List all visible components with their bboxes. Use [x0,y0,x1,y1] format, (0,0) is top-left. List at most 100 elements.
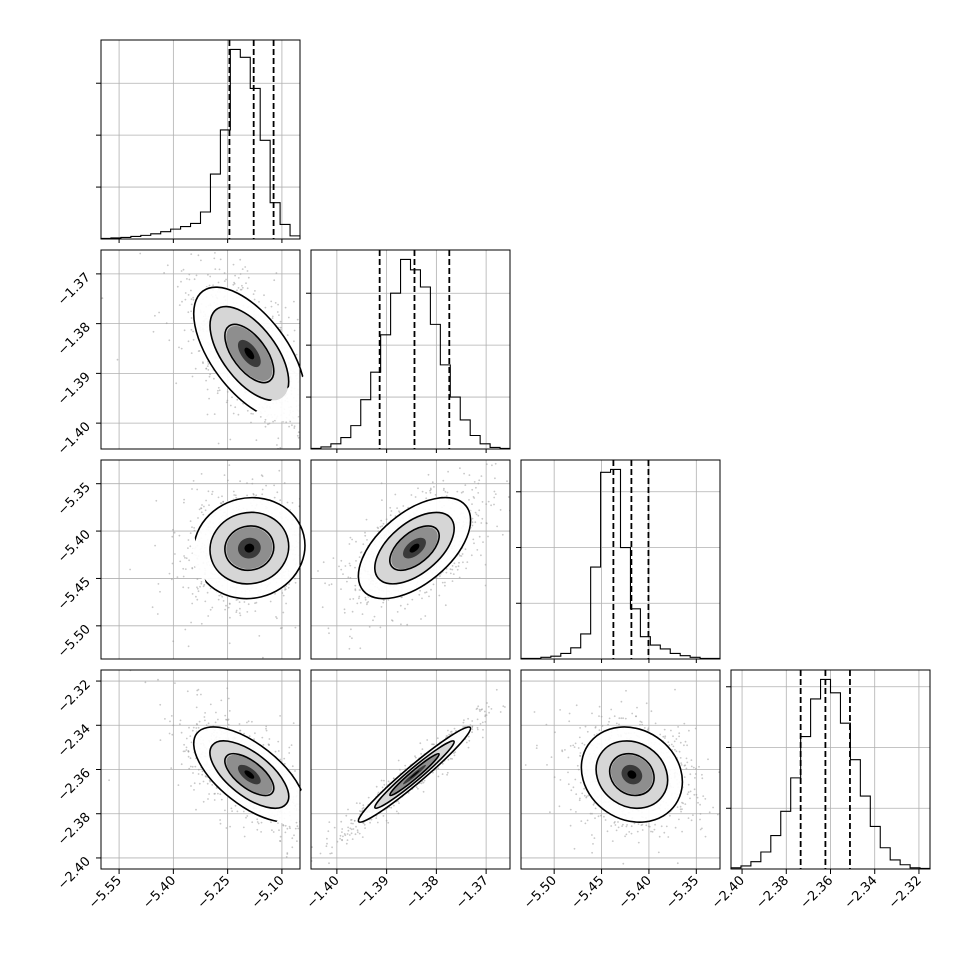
scatter-point [204,712,207,714]
scatter-point [456,568,459,571]
scatter-point [312,801,314,803]
scatter-point [377,530,380,533]
scatter-point [380,606,383,608]
scatter-point [294,827,297,830]
scatter-point [241,284,243,287]
scatter-point [402,505,405,507]
scatter-point [219,793,222,796]
scatter-point [517,467,519,469]
scatter-point [288,752,291,754]
scatter-point [169,720,171,723]
scatter-point [328,632,330,635]
scatter-point [254,732,256,735]
scatter-point [227,479,229,482]
scatter-point [235,609,238,612]
scatter-point [180,347,183,350]
scatter-point [224,809,226,812]
scatter-point [533,521,535,523]
scatter-point [469,438,471,440]
scatter-point [302,537,304,539]
scatter-point [293,340,295,343]
scatter-point [205,367,208,370]
scatter-point [305,803,307,805]
scatter-point [116,358,119,361]
scatter-point [494,462,497,465]
scatter-point [291,837,294,840]
scatter-point [194,367,197,370]
scatter-point [279,447,282,449]
scatter-point [193,789,195,791]
scatter-point [316,364,318,366]
scatter-point [223,272,226,274]
scatter-point [174,553,176,555]
scatter-point [246,815,249,817]
scatter-point [312,874,314,876]
scatter-point [305,805,307,807]
scatter-point [206,591,209,594]
scatter-point [209,373,212,376]
scatter-point [170,578,173,581]
scatter-point [234,406,237,409]
scatter-point [197,254,200,257]
scatter-point [228,642,231,645]
scatter-point [261,488,264,491]
scatter-point [227,723,230,726]
scatter-point [186,236,188,238]
scatter-point [291,502,294,504]
scatter-point [425,497,428,500]
scatter-point [214,721,217,724]
scatter-point [284,831,287,834]
scatter-point [344,565,347,567]
scatter-point [108,779,110,782]
scatter-point [217,792,219,795]
scatter-point [292,605,294,607]
scatter-point [159,739,162,741]
scatter-point [305,491,307,493]
scatter-point [301,544,303,546]
scatter-point [294,577,296,580]
scatter-point [545,534,547,536]
scatter-point [218,389,221,392]
scatter-point [205,379,208,382]
scatter-point [271,315,274,318]
scatter-point [425,492,427,494]
scatter-point [324,421,326,423]
scatter-point [461,553,464,555]
scatter-point [228,464,231,466]
scatter-point [417,413,419,415]
scatter-point [223,280,226,282]
scatter-point [380,482,383,485]
scatter-point [275,616,277,618]
scatter-point [519,509,521,511]
scatter-point [444,490,447,493]
scatter-point [265,729,268,732]
scatter-point [332,525,334,527]
scatter-point [273,496,276,499]
scatter-point [190,785,192,787]
scatter-point [251,482,254,485]
scatter-point [447,470,449,473]
scatter-point [317,570,319,572]
scatter-point [440,446,442,448]
scatter-point [367,504,369,506]
scatter-point [327,477,329,479]
scatter-point [377,527,380,530]
scatter-point [236,236,238,238]
scatter-point [307,367,309,369]
scatter-point [165,322,168,325]
scatter-point [187,755,190,758]
scatter-point [371,403,373,405]
scatter-point [296,434,299,437]
scatter-point [211,490,214,493]
scatter-point [342,573,344,575]
scatter-point [324,399,326,401]
scatter-point [184,750,186,753]
scatter-point [354,589,357,592]
scatter-point [272,831,275,833]
scatter-point [196,586,198,589]
scatter-point [351,610,354,613]
scatter-point [372,845,374,847]
scatter-point [308,799,310,801]
scatter-point [193,278,196,281]
scatter-point [220,699,223,702]
